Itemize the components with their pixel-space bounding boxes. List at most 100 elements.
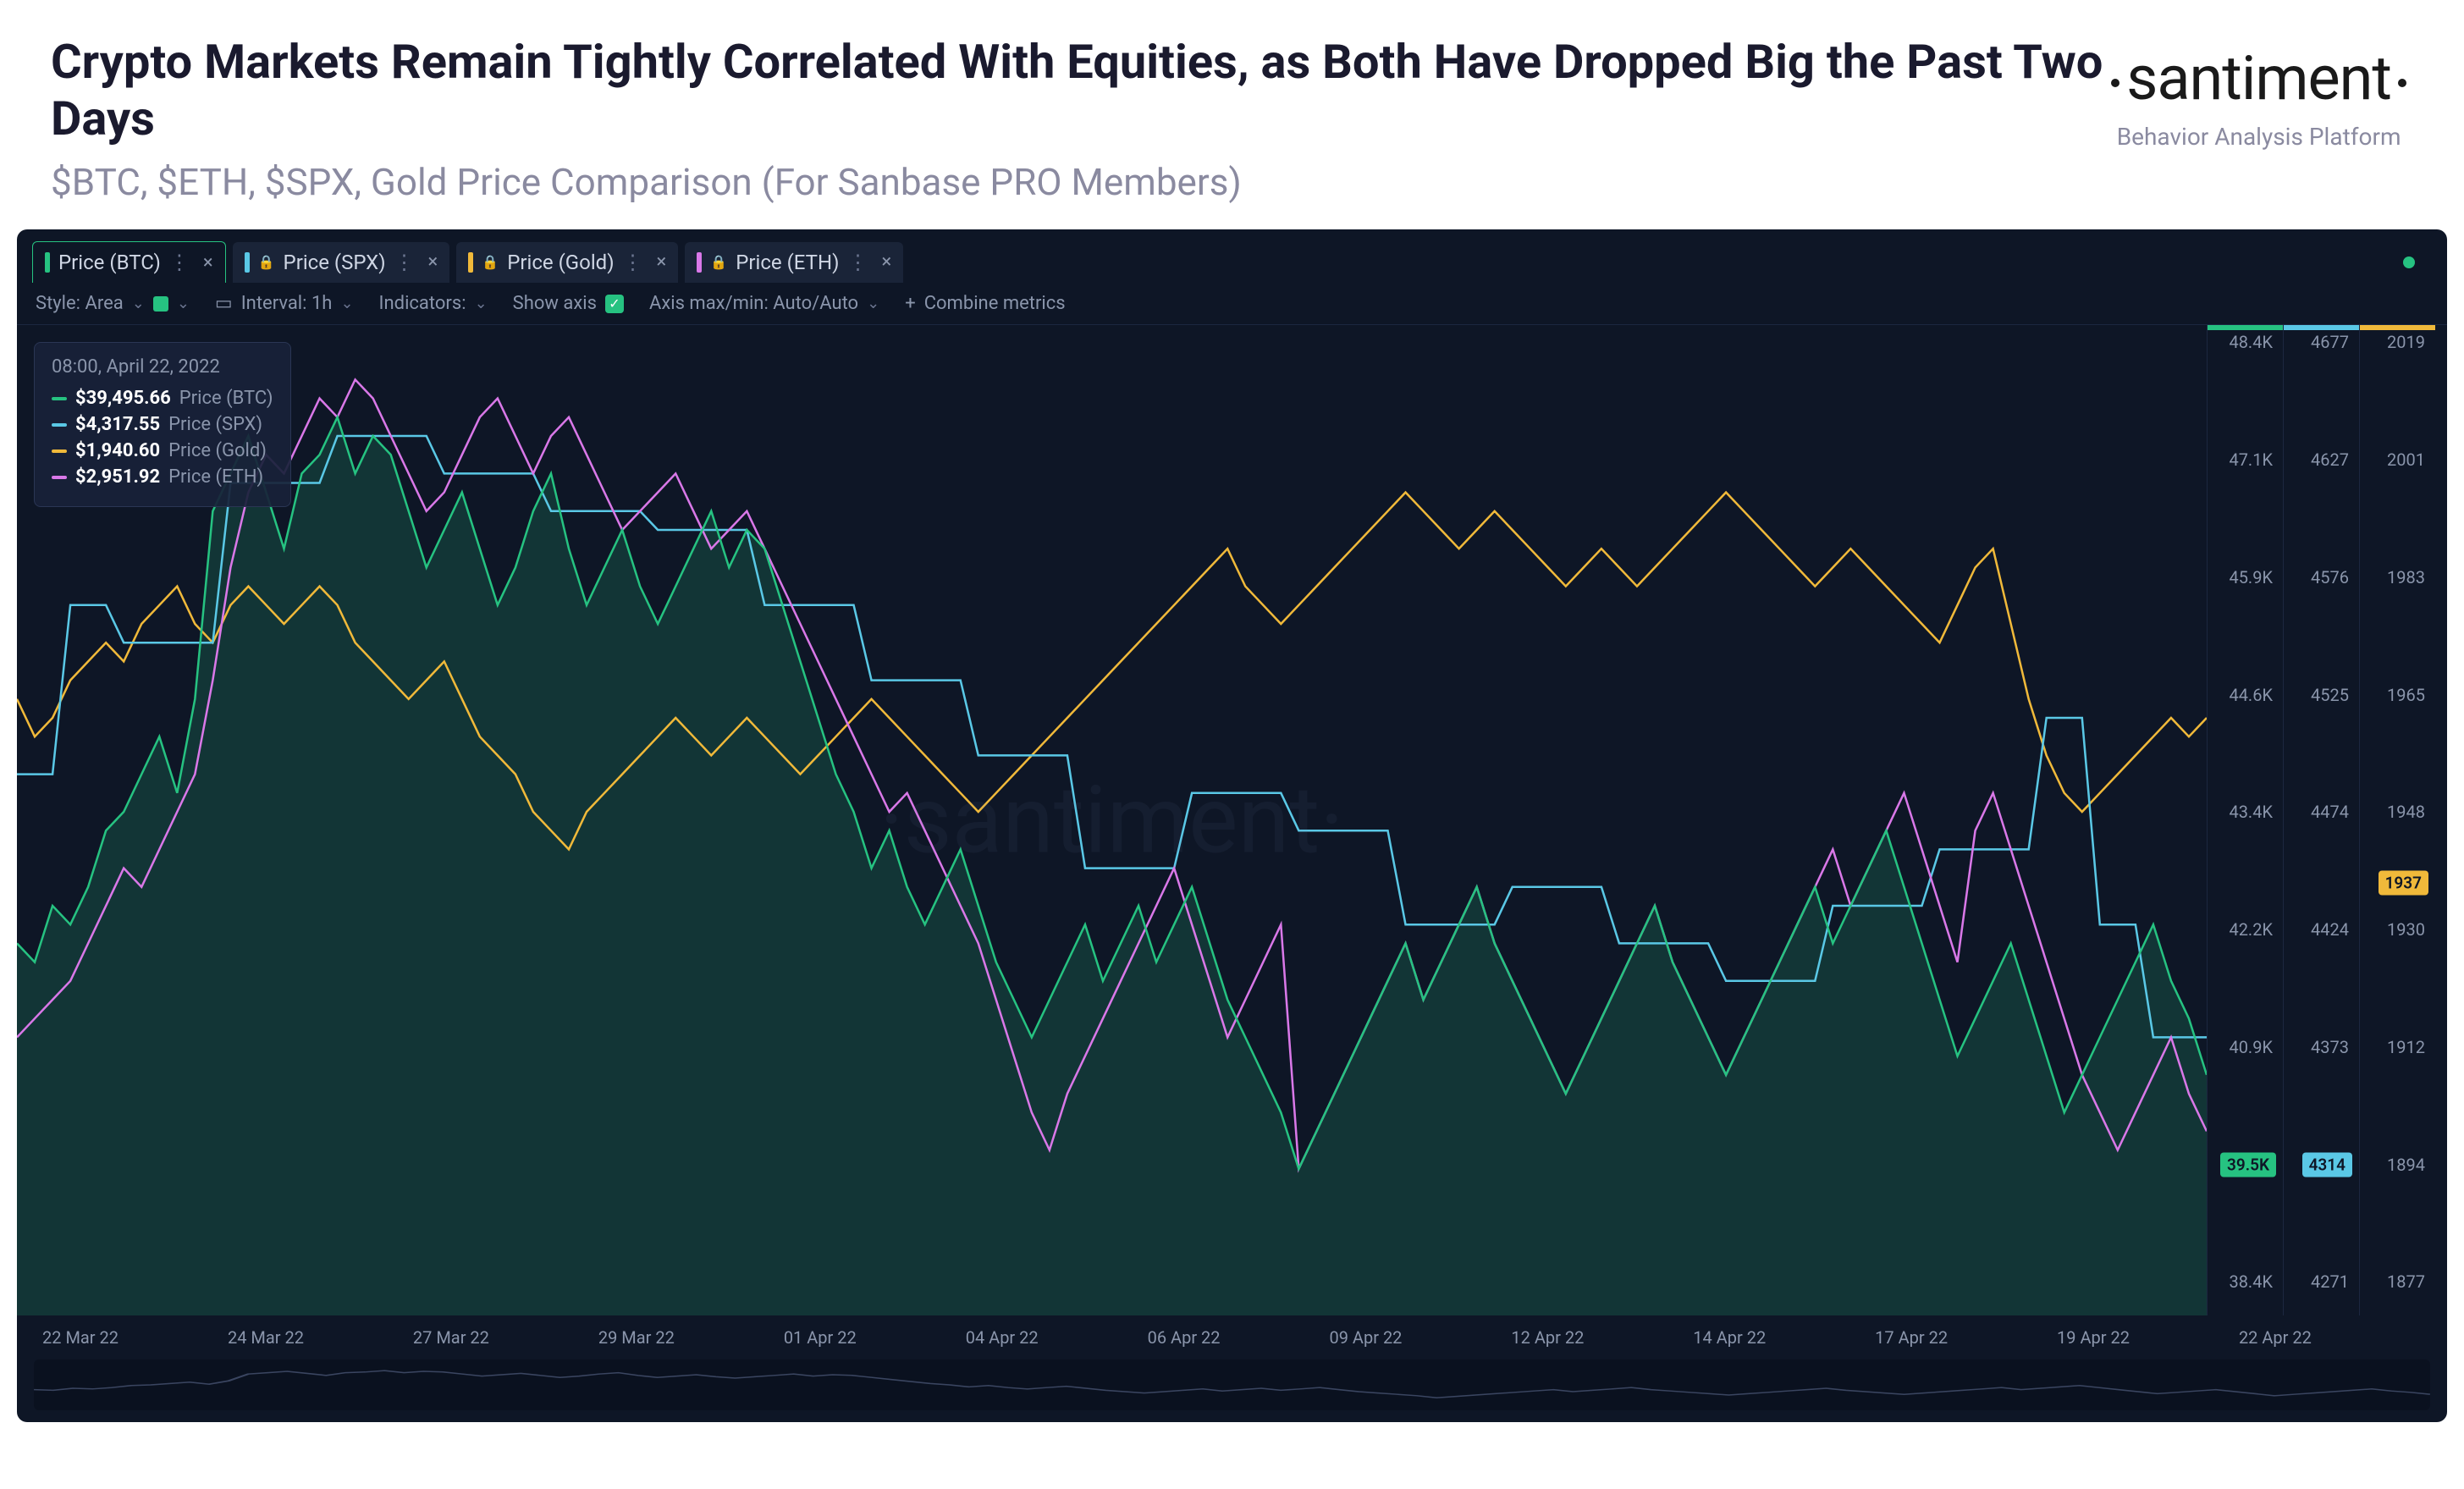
axis-color-bar	[2208, 325, 2283, 330]
axis-range-label: Axis max/min: Auto/Auto	[649, 293, 858, 314]
axis-tick-label: 4627	[2311, 449, 2349, 470]
logo-text: santiment	[2104, 42, 2413, 114]
axis-tick-label: 1965	[2387, 685, 2425, 705]
interval-selector[interactable]: ▭ Interval: 1h ⌄	[215, 293, 354, 314]
logo-tagline: Behavior Analysis Platform	[2104, 123, 2413, 151]
chart-lines	[17, 325, 2207, 1315]
axis-tick-label: 45.9K	[2229, 567, 2273, 587]
interval-label: Interval: 1h	[241, 293, 333, 314]
logo: santiment Behavior Analysis Platform	[2104, 34, 2413, 151]
logo-dot-icon	[2398, 79, 2406, 87]
indicators-label: Indicators:	[379, 293, 466, 314]
close-icon[interactable]: ×	[881, 251, 891, 273]
tooltip-timestamp: 08:00, April 22, 2022	[52, 356, 273, 378]
tab-menu-icon[interactable]: ⋮	[394, 251, 415, 274]
axis-tick-label: 44.6K	[2229, 685, 2273, 705]
axis-color-bar	[2360, 325, 2435, 330]
plot-area[interactable]: ·santiment· 08:00, April 22, 2022 $39,49…	[17, 325, 2207, 1315]
lock-icon: 🔒	[482, 254, 499, 270]
axis-tick-label: 2019	[2387, 332, 2425, 352]
chevron-down-icon: ⌄	[340, 295, 353, 312]
x-axis-label: 19 Apr 22	[2057, 1327, 2130, 1348]
metric-tab[interactable]: Price (BTC) ⋮ ×	[32, 241, 226, 283]
combine-metrics-button[interactable]: + Combine metrics	[905, 293, 1065, 314]
tooltip-label: Price (Gold)	[168, 440, 267, 461]
style-color-swatch[interactable]	[153, 296, 168, 312]
x-axis-label: 17 Apr 22	[1875, 1327, 1948, 1348]
metric-tab[interactable]: 🔒 Price (Gold) ⋮ ×	[456, 242, 678, 283]
x-axis-label: 27 Mar 22	[413, 1327, 489, 1348]
header: Crypto Markets Remain Tightly Correlated…	[0, 0, 2464, 229]
axis-tick-label: 4271	[2311, 1271, 2349, 1292]
tab-label: Price (ETH)	[736, 251, 839, 274]
axis-tick-label: 1894	[2387, 1155, 2425, 1175]
tooltip-value: $2,951.92	[75, 466, 160, 488]
metric-tab[interactable]: 🔒 Price (ETH) ⋮ ×	[685, 242, 903, 283]
show-axis-toggle[interactable]: Show axis ✓	[513, 293, 624, 314]
axis-tick-label: 1983	[2387, 567, 2425, 587]
tab-color-indicator	[245, 252, 250, 273]
overview-strip[interactable]	[34, 1359, 2430, 1410]
x-axis-label: 22 Mar 22	[42, 1327, 119, 1348]
tooltip-label: Price (SPX)	[168, 414, 262, 435]
x-axis-label: 09 Apr 22	[1329, 1327, 1402, 1348]
tab-menu-icon[interactable]: ⋮	[169, 251, 190, 274]
axis-tick-label: 1912	[2387, 1037, 2425, 1057]
tab-menu-icon[interactable]: ⋮	[623, 251, 643, 274]
close-icon[interactable]: ×	[657, 251, 667, 273]
axis-tick-label: 4525	[2311, 685, 2349, 705]
style-label: Style: Area	[36, 293, 124, 314]
tooltip-label: Price (BTC)	[179, 388, 273, 409]
tab-menu-icon[interactable]: ⋮	[847, 251, 868, 274]
chart-panel: Price (BTC) ⋮ × 🔒 Price (SPX) ⋮ × 🔒 Price (Gold)…	[17, 229, 2447, 1422]
axis-tick-label: 1948	[2387, 802, 2425, 822]
tooltip-value: $1,940.60	[75, 440, 160, 461]
logo-dot-icon	[2111, 79, 2119, 87]
y-axis-column: 4677462745764525447444244373432242714314	[2283, 325, 2359, 1315]
y-axes: 48.4K47.1K45.9K44.6K43.4K42.2K40.9K39.7K…	[2207, 325, 2447, 1315]
axis-tick-label: 4474	[2311, 802, 2349, 822]
tooltip: 08:00, April 22, 2022 $39,495.66Price (B…	[34, 342, 291, 507]
close-icon[interactable]: ×	[203, 252, 213, 273]
x-axis-label: 12 Apr 22	[1511, 1327, 1584, 1348]
x-axis: 22 Mar 2224 Mar 2227 Mar 2229 Mar 2201 A…	[17, 1315, 2447, 1359]
tooltip-value: $4,317.55	[75, 414, 160, 435]
tab-label: Price (Gold)	[507, 251, 614, 274]
tooltip-row: $1,940.60 Price (Gold)	[52, 440, 273, 461]
axis-range-selector[interactable]: Axis max/min: Auto/Auto ⌄	[649, 293, 879, 314]
tooltip-row: $2,951.92Price (ETH)	[52, 466, 273, 488]
lock-icon: 🔒	[710, 254, 727, 270]
x-axis-label: 24 Mar 22	[228, 1327, 304, 1348]
chevron-down-icon: ⌄	[132, 295, 145, 312]
metric-tabs: Price (BTC)⋮×🔒Price (SPX)⋮×🔒Price (Gold)…	[17, 229, 2447, 283]
axis-current-marker: 4314	[2302, 1152, 2352, 1177]
indicators-selector[interactable]: Indicators: ⌄	[379, 293, 488, 314]
tab-label: Price (BTC)	[58, 251, 161, 274]
chart-toolbar: Style: Area ⌄ ⌄ ▭ Interval: 1h ⌄ Indicat…	[17, 283, 2447, 325]
y-axis-column: 48.4K47.1K45.9K44.6K43.4K42.2K40.9K39.7K…	[2207, 325, 2283, 1315]
page-title: Crypto Markets Remain Tightly Correlated…	[51, 34, 2104, 147]
axis-tick-label: 47.1K	[2229, 449, 2273, 470]
close-icon[interactable]: ×	[428, 251, 438, 273]
axis-tick-label: 40.9K	[2229, 1037, 2273, 1057]
axis-tick-label: 4677	[2311, 332, 2349, 352]
tab-color-indicator	[697, 252, 702, 273]
axis-tick-label: 1877	[2387, 1271, 2425, 1292]
chart-body: ·santiment· 08:00, April 22, 2022 $39,49…	[17, 325, 2447, 1315]
axis-tick-label: 42.2K	[2229, 919, 2273, 940]
combine-label: Combine metrics	[924, 293, 1066, 314]
axis-tick-label: 43.4K	[2229, 802, 2273, 822]
series-color-icon	[52, 449, 67, 453]
style-selector[interactable]: Style: Area ⌄ ⌄	[36, 293, 190, 314]
checkbox-checked-icon[interactable]: ✓	[605, 295, 624, 313]
lock-icon: 🔒	[258, 254, 275, 270]
show-axis-label: Show axis	[513, 293, 597, 314]
axis-tick-label: 2001	[2387, 449, 2425, 470]
metric-tab[interactable]: 🔒Price (SPX)⋮×	[233, 242, 450, 283]
x-axis-label: 29 Mar 22	[598, 1327, 675, 1348]
series-color-icon	[52, 397, 67, 400]
chevron-down-icon: ⌄	[475, 295, 488, 312]
axis-tick-label: 38.4K	[2229, 1271, 2273, 1292]
axis-color-bar	[2284, 325, 2359, 330]
series-color-icon	[52, 423, 67, 427]
